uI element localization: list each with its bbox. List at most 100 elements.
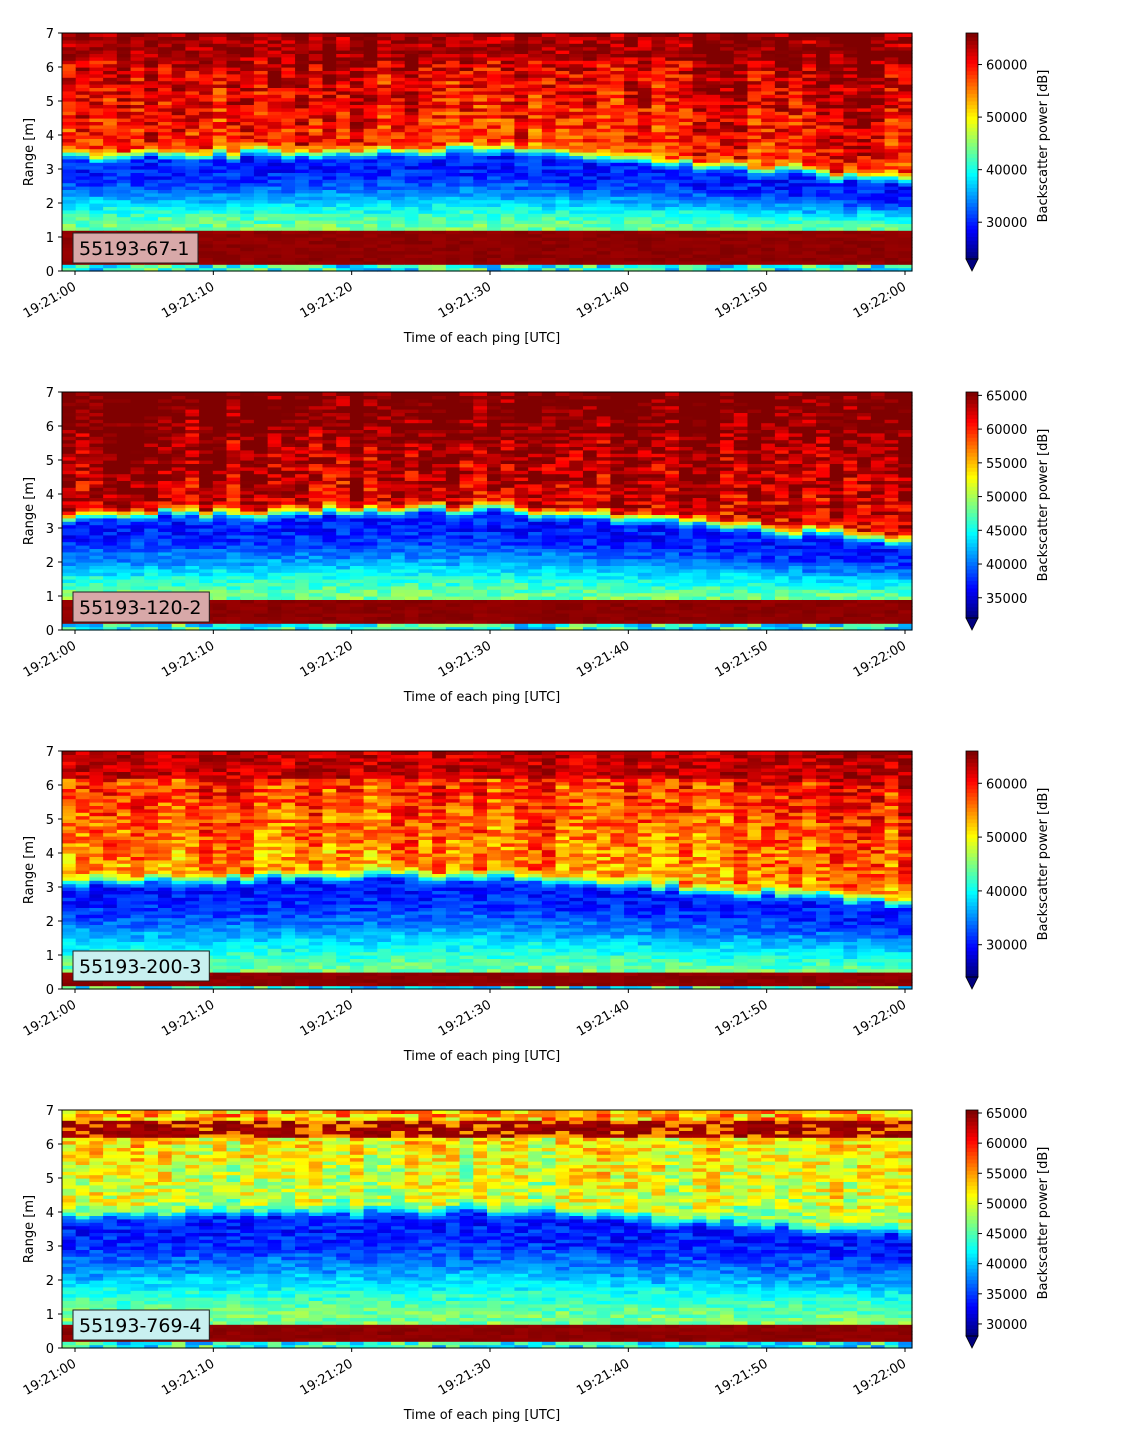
heatmap-cell — [788, 158, 803, 163]
heatmap-cell — [596, 118, 611, 122]
heatmap-cell — [788, 70, 803, 75]
heatmap-cell — [130, 67, 145, 71]
colorbar-step — [966, 33, 978, 38]
heatmap-cell — [116, 572, 132, 577]
heatmap-cell — [185, 155, 200, 160]
heatmap-cell — [377, 267, 392, 272]
heatmap-cell — [747, 158, 762, 163]
heatmap-cell — [487, 233, 502, 238]
heatmap-cell — [89, 73, 104, 78]
heatmap-cell — [75, 443, 91, 447]
heatmap-cell — [569, 53, 584, 58]
heatmap-cell — [349, 172, 365, 177]
heatmap-cell — [391, 186, 406, 190]
heatmap-cell — [569, 240, 584, 245]
heatmap-cell — [678, 175, 694, 180]
heatmap-cell — [706, 196, 721, 201]
heatmap-cell — [733, 237, 749, 241]
heatmap-cell — [487, 46, 502, 51]
heatmap-cell — [445, 118, 461, 122]
heatmap-cell — [363, 260, 378, 265]
heatmap-cell — [62, 426, 77, 430]
heatmap-cell — [349, 189, 365, 194]
heatmap-cell — [473, 172, 488, 177]
heatmap-cell — [569, 162, 584, 167]
heatmap-cell — [171, 145, 186, 150]
heatmap-cell — [226, 77, 241, 82]
heatmap-cell — [788, 152, 803, 156]
heatmap-cell — [267, 107, 282, 112]
heatmap-cell — [349, 186, 365, 190]
heatmap-cell — [130, 412, 145, 417]
heatmap-cell — [500, 172, 516, 177]
heatmap-cell — [665, 216, 680, 221]
heatmap-cell — [843, 121, 858, 126]
heatmap-cell — [898, 162, 913, 167]
heatmap-cell — [884, 192, 899, 197]
heatmap-cell — [377, 247, 392, 252]
heatmap-cell — [596, 182, 611, 187]
heatmap-cell — [665, 80, 680, 85]
heatmap-cell — [816, 254, 831, 258]
heatmap-cell — [267, 237, 282, 241]
heatmap-cell — [89, 551, 104, 556]
heatmap-cell — [130, 392, 145, 396]
heatmap-cell — [349, 124, 365, 129]
heatmap-cell — [349, 111, 365, 116]
heatmap-cell — [130, 534, 145, 539]
heatmap-cell — [802, 209, 817, 214]
heatmap-cell — [596, 33, 611, 37]
heatmap-cell — [857, 53, 872, 58]
heatmap-cell — [761, 121, 776, 126]
heatmap-cell — [281, 33, 296, 37]
heatmap-cell — [212, 46, 228, 51]
heatmap-cell — [130, 398, 145, 403]
heatmap-cell — [116, 449, 132, 454]
heatmap-cell — [75, 538, 91, 543]
heatmap-cell — [144, 623, 159, 628]
heatmap-cell — [212, 111, 228, 116]
heatmap-cell — [62, 254, 77, 258]
heatmap-cell — [89, 36, 104, 41]
heatmap-cell — [555, 216, 570, 221]
heatmap-cell — [103, 135, 118, 139]
heatmap-cell — [870, 233, 886, 238]
heatmap-cell — [391, 233, 406, 238]
heatmap-cell — [404, 141, 420, 146]
heatmap-cell — [226, 240, 241, 245]
heatmap-cell — [89, 500, 104, 505]
heatmap-cell — [802, 56, 817, 61]
heatmap-cell — [541, 87, 557, 92]
heatmap-cell — [692, 33, 707, 37]
heatmap-cell — [487, 199, 502, 204]
colorbar-step — [966, 142, 978, 147]
heatmap-cell — [240, 267, 255, 272]
heatmap-cell — [569, 237, 584, 241]
heatmap-cell — [514, 189, 529, 194]
heatmap-cell — [445, 43, 461, 48]
heatmap-cell — [541, 77, 557, 82]
heatmap-cell — [637, 80, 653, 85]
heatmap-cell — [870, 135, 886, 139]
heatmap-cell — [363, 67, 378, 71]
heatmap-cell — [774, 233, 790, 238]
heatmap-cell — [349, 165, 365, 170]
heatmap-cell — [336, 36, 351, 41]
heatmap-cell — [528, 50, 543, 54]
heatmap-cell — [596, 73, 611, 78]
heatmap-cell — [144, 419, 159, 424]
heatmap-cell — [761, 90, 776, 95]
heatmap-cell — [130, 56, 145, 61]
heatmap-cell — [528, 135, 543, 139]
heatmap-cell — [857, 145, 872, 150]
heatmap-cell — [624, 56, 639, 61]
heatmap-cell — [130, 572, 145, 577]
heatmap-cell — [788, 169, 803, 173]
heatmap-cell — [89, 507, 104, 512]
heatmap-cell — [761, 131, 776, 136]
heatmap-cell — [116, 412, 132, 417]
heatmap-cell — [144, 511, 159, 515]
heatmap-cell — [445, 155, 461, 160]
heatmap-cell — [116, 131, 132, 136]
heatmap-cell — [240, 36, 255, 41]
